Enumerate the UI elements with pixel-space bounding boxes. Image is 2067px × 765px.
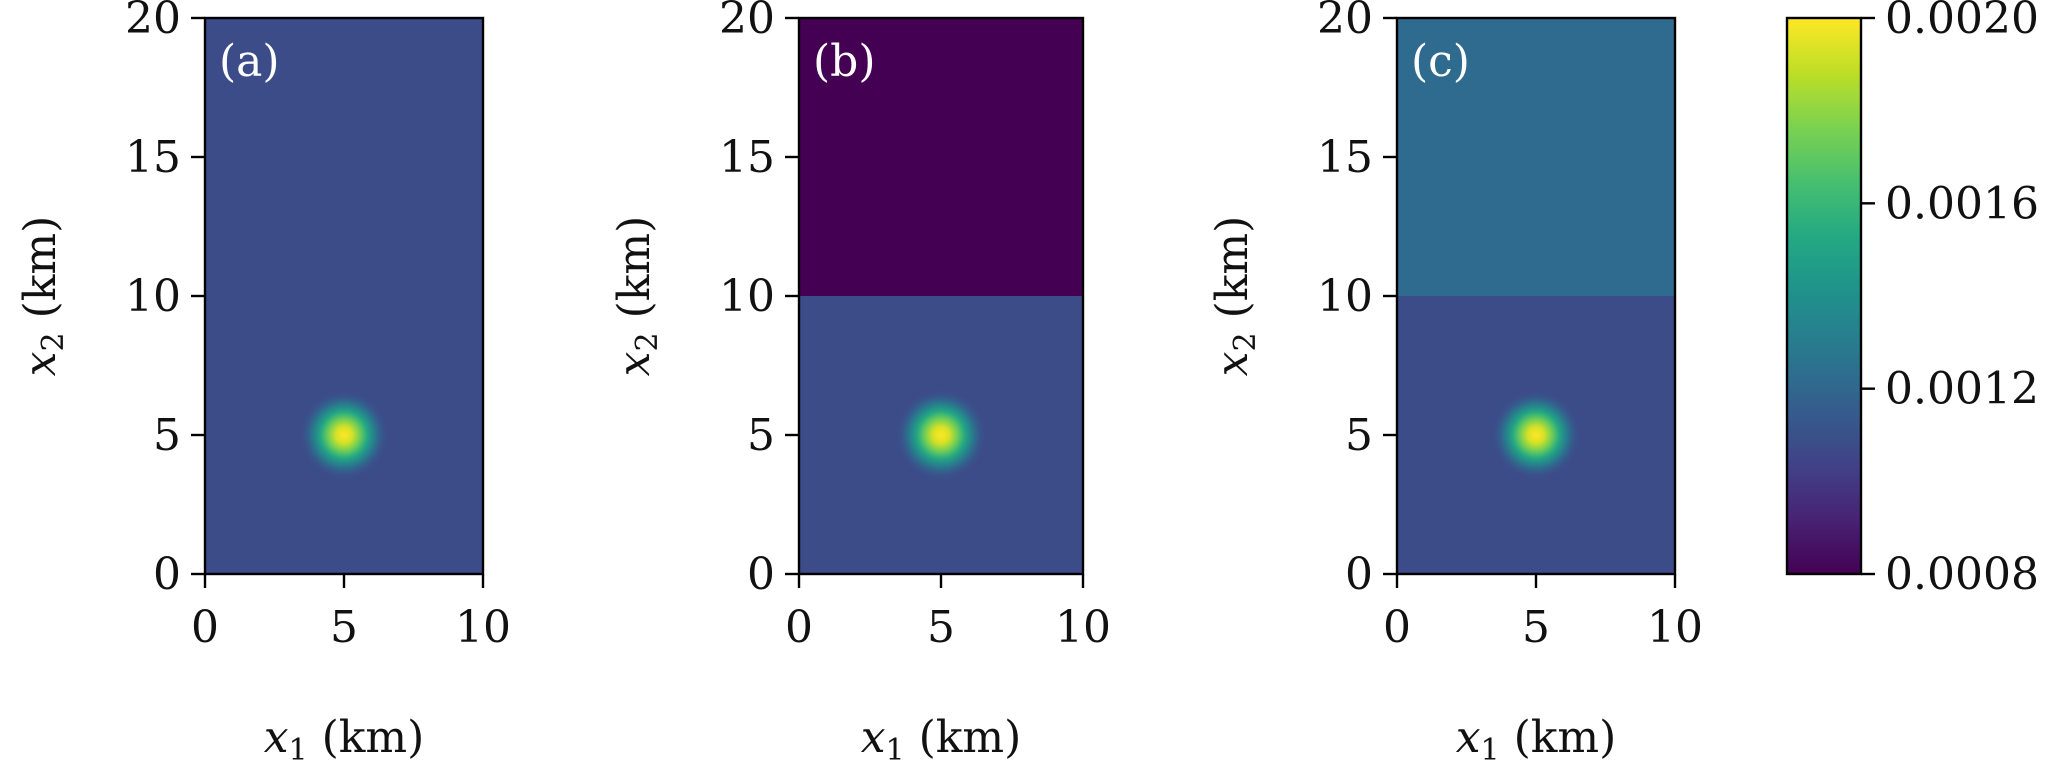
- colorbar-frame: [1785, 16, 1863, 576]
- anomaly: [1490, 389, 1582, 481]
- panels: (a) 0 5 10 0 5 10 15 20 x1 (km) x2 (km) (b) 0 5 10 0 5 10…: [15, 0, 1703, 765]
- y-axis-label: x2 (km): [1207, 216, 1263, 377]
- x-tick-label: 0: [1383, 602, 1411, 653]
- y-tick-label: 5: [153, 410, 181, 461]
- x-tick-label: 10: [1647, 602, 1703, 653]
- colorbar: 0.0020 0.0016 0.0012 0.0008: [1785, 0, 2039, 600]
- x-tick-label: 10: [455, 602, 511, 653]
- y-tick-label: 0: [153, 549, 181, 600]
- x-axis-label: x1 (km): [264, 712, 425, 765]
- colorbar-tick-label: 0.0020: [1885, 0, 2039, 44]
- x-tick-label: 10: [1055, 602, 1111, 653]
- x-tick-label: 0: [785, 602, 813, 653]
- y-tick-label: 0: [1345, 549, 1373, 600]
- y-tick-label: 5: [747, 410, 775, 461]
- y-tick-label: 15: [125, 132, 181, 183]
- y-tick-label: 20: [125, 0, 181, 44]
- panel-b: (b) 0 5 10 0 5 10 15 20 x1 (km) x2 (km): [609, 0, 1111, 765]
- y-tick-label: 15: [719, 132, 775, 183]
- x-tick-label: 5: [927, 602, 955, 653]
- panel-a: (a) 0 5 10 0 5 10 15 20 x1 (km) x2 (km): [15, 0, 511, 765]
- x-axis-label: x1 (km): [1456, 712, 1617, 765]
- y-tick-label: 0: [747, 549, 775, 600]
- y-tick-label: 10: [125, 271, 181, 322]
- anomaly: [894, 388, 988, 482]
- x-axis-label: x1 (km): [861, 712, 1022, 765]
- y-axis-label: x2 (km): [15, 216, 71, 377]
- panel-c: (c) 0 5 10 0 5 10 15 20 x1 (km) x2 (km): [1207, 0, 1703, 765]
- y-tick-label: 20: [719, 0, 775, 44]
- y-tick-label: 10: [719, 271, 775, 322]
- colorbar-tick-label: 0.0008: [1885, 549, 2039, 600]
- y-tick-label: 10: [1317, 271, 1373, 322]
- panel-label: (c): [1411, 36, 1470, 87]
- x-tick-label: 5: [1522, 602, 1550, 653]
- y-tick-label: 20: [1317, 0, 1373, 44]
- colorbar-tick-label: 0.0016: [1885, 178, 2039, 229]
- anomaly: [298, 389, 390, 481]
- region-1: [1397, 18, 1675, 296]
- region-1: [799, 18, 1083, 296]
- panel-label: (a): [219, 36, 280, 87]
- region-0: [205, 18, 483, 574]
- y-tick-label: 5: [1345, 410, 1373, 461]
- colorbar-gradient: [1787, 18, 1861, 574]
- x-tick-label: 0: [191, 602, 219, 653]
- x-tick-label: 5: [330, 602, 358, 653]
- colorbar-tick-label: 0.0012: [1885, 364, 2039, 415]
- y-axis-label: x2 (km): [609, 216, 665, 377]
- y-tick-label: 15: [1317, 132, 1373, 183]
- panel-label: (b): [813, 36, 876, 87]
